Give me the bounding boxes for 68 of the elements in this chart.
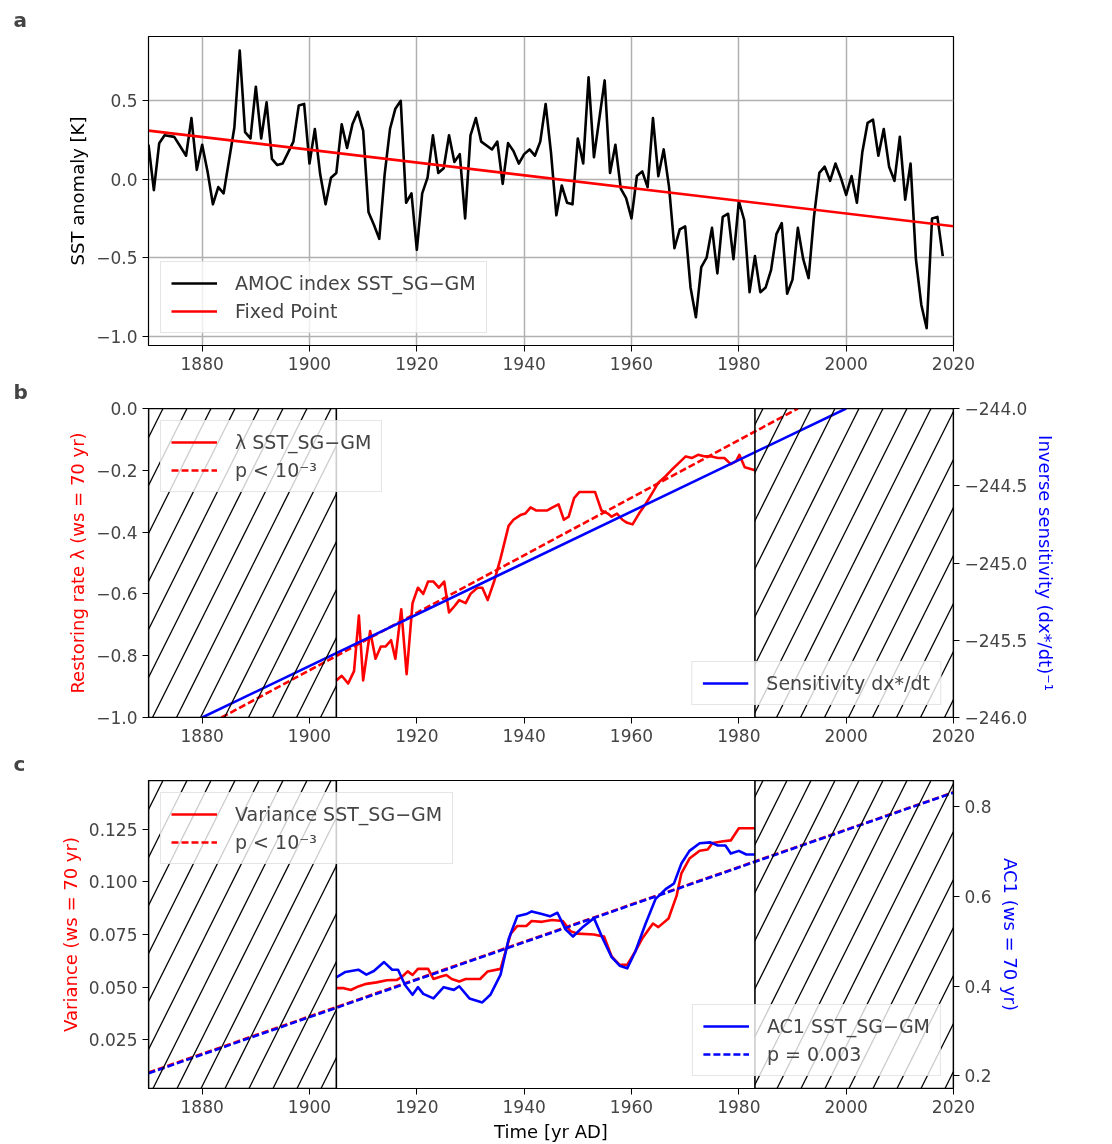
x-tick-label: 2020 xyxy=(931,353,976,374)
y-tick-label: −1.0 xyxy=(96,326,138,347)
y2-tick-label: −244.0 xyxy=(964,399,1028,419)
x-tick-label: 1940 xyxy=(502,1096,546,1117)
x-tick-label: 2000 xyxy=(824,725,868,746)
x-tick-label: 1880 xyxy=(180,1096,224,1117)
y-tick-label: 0.0 xyxy=(110,399,138,419)
y2-axis-title: AC1 (ws = 70 yr) xyxy=(999,857,1021,1012)
y-axis-title: Variance (ws = 70 yr) xyxy=(59,837,81,1032)
legend-label: Fixed Point xyxy=(235,300,338,322)
legend-label: Sensitivity dx*/dt xyxy=(766,672,930,694)
y2-tick-label: 0.6 xyxy=(964,887,992,908)
y-tick-label: −1.0 xyxy=(96,708,138,728)
x-tick-label: 1960 xyxy=(609,725,654,746)
y-tick-label: 0.050 xyxy=(88,977,138,998)
x-tick-label: 1900 xyxy=(287,353,332,374)
y2-tick-label: 0.2 xyxy=(964,1066,992,1087)
x-tick-label: 1940 xyxy=(502,353,546,374)
y-tick-label: −0.4 xyxy=(96,522,138,543)
x-tick-label: 1940 xyxy=(502,725,546,746)
legend-label: AC1 SST_SG−GM xyxy=(766,1015,930,1037)
x-tick-label: 2020 xyxy=(931,1096,976,1117)
legend-label: p < 10⁻³ xyxy=(235,459,317,481)
x-tick-label: 1980 xyxy=(717,1096,761,1117)
x-tick-label: 1920 xyxy=(395,1096,439,1117)
x-tick-label: 1980 xyxy=(717,353,761,374)
y2-axis-title: Inverse sensitivity (dx*/dt)⁻¹ xyxy=(1035,435,1057,691)
x-tick-label: 1980 xyxy=(717,725,761,746)
y-tick-label: −0.5 xyxy=(96,248,138,269)
x-tick-label: 2000 xyxy=(824,1096,868,1117)
y2-tick-label: −245.5 xyxy=(964,630,1028,651)
y-axis-title: Restoring rate λ (ws = 70 yr) xyxy=(67,432,89,694)
x-tick-label: 1900 xyxy=(287,725,332,746)
legend-label: p = 0.003 xyxy=(766,1043,862,1065)
y2-tick-label: 0.4 xyxy=(964,976,992,997)
y-tick-label: 0.0 xyxy=(110,169,138,190)
x-axis-title: Time [yr AD] xyxy=(493,1120,608,1142)
x-tick-label: 2020 xyxy=(931,725,976,746)
x-tick-label: 1920 xyxy=(395,353,439,374)
line-series xyxy=(335,841,757,1004)
legend-label: AMOC index SST_SG−GM xyxy=(235,272,476,294)
y-tick-label: 0.5 xyxy=(110,91,138,112)
x-tick-label: 1920 xyxy=(395,725,439,746)
x-tick-label: 1960 xyxy=(609,353,654,374)
y-tick-label: 0.125 xyxy=(88,819,138,840)
x-tick-label: 1880 xyxy=(180,353,224,374)
legend-label: Variance SST_SG−GM xyxy=(235,803,443,825)
y2-tick-label: −244.5 xyxy=(964,476,1028,497)
y-tick-label: 0.100 xyxy=(88,872,138,893)
legend-label: λ SST_SG−GM xyxy=(235,431,372,453)
y-tick-label: 0.025 xyxy=(88,1030,138,1051)
y-tick-label: 0.075 xyxy=(88,925,138,945)
y-tick-label: −0.2 xyxy=(96,460,138,481)
y-tick-label: −0.8 xyxy=(96,646,138,667)
legend-label: p < 10⁻³ xyxy=(235,831,317,853)
y-axis-title: SST anomaly [K] xyxy=(67,116,89,266)
line-series xyxy=(335,453,757,685)
chart-title: c xyxy=(13,751,26,776)
chart-title: a xyxy=(13,7,27,32)
y2-tick-label: 0.8 xyxy=(964,797,992,818)
y2-tick-label: −245.0 xyxy=(964,553,1028,574)
chart-title: b xyxy=(13,379,28,404)
y-tick-label: −0.6 xyxy=(96,584,138,605)
x-tick-label: 1900 xyxy=(287,1096,332,1117)
x-tick-label: 1880 xyxy=(180,725,224,746)
y2-tick-label: −246.0 xyxy=(964,708,1028,728)
x-tick-label: 1960 xyxy=(609,1096,654,1117)
x-tick-label: 2000 xyxy=(824,353,868,374)
